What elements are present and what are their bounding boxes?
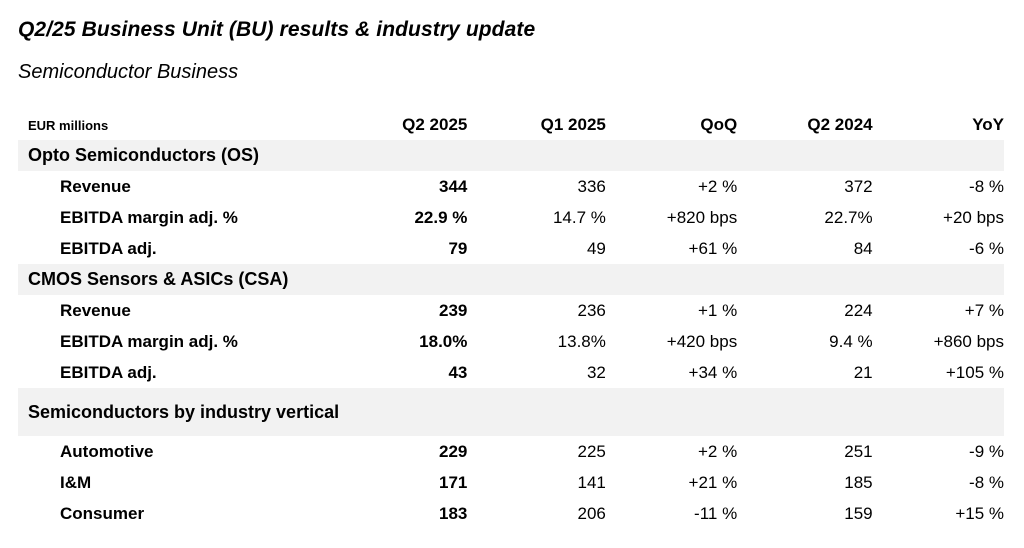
table-row: Revenue 239 236 +1 % 224 +7 %: [18, 295, 1004, 326]
cell-yoy: -6 %: [969, 238, 1004, 258]
cell-yoy: -9 %: [969, 441, 1004, 461]
cell-q2-2025: 239: [439, 300, 468, 320]
cell-q2-2024: 224: [844, 300, 873, 320]
cell-qoq: +34 %: [688, 362, 738, 382]
row-label: Automotive: [60, 441, 154, 461]
row-label: EBITDA adj.: [60, 362, 157, 382]
section-label: Semiconductors by industry vertical: [18, 388, 468, 436]
section-row-industry-vertical: Semiconductors by industry vertical: [18, 388, 1004, 436]
page-title: Q2/25 Business Unit (BU) results & indus…: [18, 18, 536, 41]
cell-q1-2025: 236: [577, 300, 606, 320]
cell-q2-2024: 159: [844, 503, 873, 523]
cell-q2-2024: 372: [844, 176, 873, 196]
table-row: Automotive 229 225 +2 % 251 -9 %: [18, 436, 1004, 467]
cell-q2-2025: 18.0%: [419, 331, 468, 351]
column-header-yoy: YoY: [972, 115, 1004, 134]
cell-yoy: +7 %: [964, 300, 1004, 320]
cell-qoq: +21 %: [688, 472, 738, 492]
section-fill: [467, 388, 1004, 436]
table-row: I&M 171 141 +21 % 185 -8 %: [18, 467, 1004, 498]
cell-q1-2025: 206: [577, 503, 606, 523]
cell-q2-2025: 171: [439, 472, 468, 492]
table-row: EBITDA margin adj. % 18.0% 13.8% +420 bp…: [18, 326, 1004, 357]
cell-qoq: +1 %: [697, 300, 738, 320]
cell-q2-2024: 251: [844, 441, 873, 461]
table-row: EBITDA adj. 79 49 +61 % 84 -6 %: [18, 233, 1004, 264]
row-label: EBITDA margin adj. %: [60, 331, 238, 351]
table-row: EBITDA adj. 43 32 +34 % 21 +105 %: [18, 357, 1004, 388]
cell-q2-2024: 22.7%: [824, 207, 873, 227]
cell-q1-2025: 336: [577, 176, 606, 196]
table-row: EBITDA margin adj. % 22.9 % 14.7 % +820 …: [18, 202, 1004, 233]
page-subtitle: Semiconductor Business: [18, 61, 239, 83]
table-row: Revenue 344 336 +2 % 372 -8 %: [18, 171, 1004, 202]
row-label: EBITDA margin adj. %: [60, 207, 238, 227]
column-header-q1-2025: Q1 2025: [540, 115, 606, 134]
cell-qoq: +2 %: [697, 176, 738, 196]
cell-q2-2024: 21: [853, 362, 873, 382]
section-label: Opto Semiconductors (OS): [18, 140, 1004, 171]
column-header-qoq: QoQ: [700, 115, 738, 134]
cell-qoq: +61 %: [688, 238, 738, 258]
column-header-q2-2024: Q2 2024: [807, 115, 873, 134]
cell-qoq: +820 bps: [666, 207, 738, 227]
cell-yoy: +105 %: [945, 362, 1004, 382]
cell-yoy: +20 bps: [943, 207, 1004, 227]
cell-q1-2025: 14.7 %: [552, 207, 606, 227]
cell-yoy: -8 %: [969, 176, 1004, 196]
cell-qoq: +420 bps: [666, 331, 738, 351]
cell-yoy: +15 %: [955, 503, 1004, 523]
row-label: Revenue: [60, 300, 131, 320]
cell-q2-2025: 229: [439, 441, 468, 461]
unit-label: EUR millions: [28, 117, 109, 133]
row-label: Consumer: [60, 503, 145, 523]
section-label: CMOS Sensors & ASICs (CSA): [18, 264, 1004, 295]
section-row-cmos-sensors-asics: CMOS Sensors & ASICs (CSA): [18, 264, 1004, 295]
cell-q2-2024: 9.4 %: [829, 331, 873, 351]
cell-q2-2025: 79: [448, 238, 468, 258]
cell-qoq: -11 %: [694, 503, 738, 523]
cell-q2-2025: 22.9 %: [414, 207, 468, 227]
table-row: Consumer 183 206 -11 % 159 +15 %: [18, 498, 1004, 529]
cell-q2-2024: 185: [844, 472, 873, 492]
row-label: EBITDA adj.: [60, 238, 157, 258]
table-header-row: EUR millions Q2 2025 Q1 2025 QoQ Q2 2024…: [18, 110, 1004, 140]
cell-q1-2025: 141: [577, 472, 606, 492]
cell-qoq: +2 %: [697, 441, 738, 461]
row-label: Revenue: [60, 176, 131, 196]
cell-yoy: +860 bps: [933, 331, 1004, 351]
cell-q1-2025: 49: [586, 238, 606, 258]
cell-q1-2025: 225: [577, 441, 606, 461]
cell-q2-2024: 84: [853, 238, 873, 258]
cell-q1-2025: 32: [586, 362, 606, 382]
section-row-opto-semiconductors: Opto Semiconductors (OS): [18, 140, 1004, 171]
cell-q1-2025: 13.8%: [557, 331, 606, 351]
cell-q2-2025: 344: [439, 176, 468, 196]
column-header-q2-2025: Q2 2025: [402, 115, 468, 134]
row-label: I&M: [60, 472, 92, 492]
cell-yoy: -8 %: [969, 472, 1004, 492]
cell-q2-2025: 183: [439, 503, 468, 523]
results-table: EUR millions Q2 2025 Q1 2025 QoQ Q2 2024…: [18, 110, 1004, 529]
cell-q2-2025: 43: [448, 362, 468, 382]
